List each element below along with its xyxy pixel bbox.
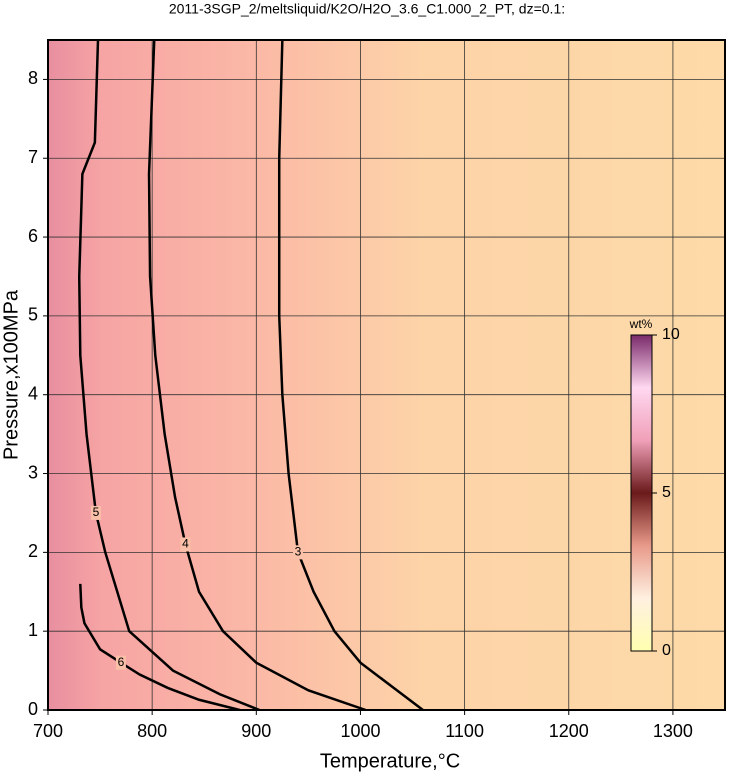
colorbar-label: wt%	[629, 317, 653, 331]
y-tick-label: 7	[28, 147, 38, 167]
contour-label: 6	[118, 655, 125, 669]
x-tick-label: 1100	[445, 721, 484, 741]
y-tick-label: 1	[28, 620, 38, 640]
contour-line	[77, 40, 260, 710]
y-tick-label: 3	[28, 462, 38, 482]
y-axis-label: Pressure,x100MPa	[0, 289, 22, 460]
y-tick-label: 4	[28, 383, 38, 403]
contour-label: 5	[93, 505, 100, 519]
colorbar-tick-label: 10	[662, 326, 680, 343]
colorbar-tick-label: 0	[662, 642, 671, 659]
x-tick-label: 900	[241, 721, 271, 741]
colorbar-tick-label: 5	[662, 484, 671, 501]
contour-label-bg	[115, 655, 126, 670]
y-tick-label: 0	[28, 699, 38, 719]
x-tick-label: 1200	[549, 721, 589, 741]
y-tick-label: 8	[28, 68, 38, 88]
x-tick-label: 700	[33, 721, 63, 741]
contour-line	[147, 40, 367, 710]
x-axis-label: Temperature,°C	[320, 750, 460, 772]
y-tick-label: 2	[28, 541, 38, 561]
contour-label-bg	[292, 545, 303, 560]
x-tick-label: 800	[137, 721, 167, 741]
x-tick-label: 1000	[340, 721, 380, 741]
x-tick-label: 1300	[653, 721, 693, 741]
contour-label: 3	[295, 545, 302, 559]
y-tick-label: 6	[28, 226, 38, 246]
contour-label-bg	[90, 505, 101, 520]
colorbar	[630, 334, 653, 652]
plot-background	[48, 40, 725, 710]
chart-title: 2011-3SGP_2/meltsliquid/K2O/H2O_3.6_C1.0…	[169, 1, 565, 17]
contour-label: 4	[182, 537, 189, 551]
contour-label-bg	[180, 537, 191, 552]
y-tick-label: 5	[28, 305, 38, 325]
plot-frame	[47, 39, 726, 711]
